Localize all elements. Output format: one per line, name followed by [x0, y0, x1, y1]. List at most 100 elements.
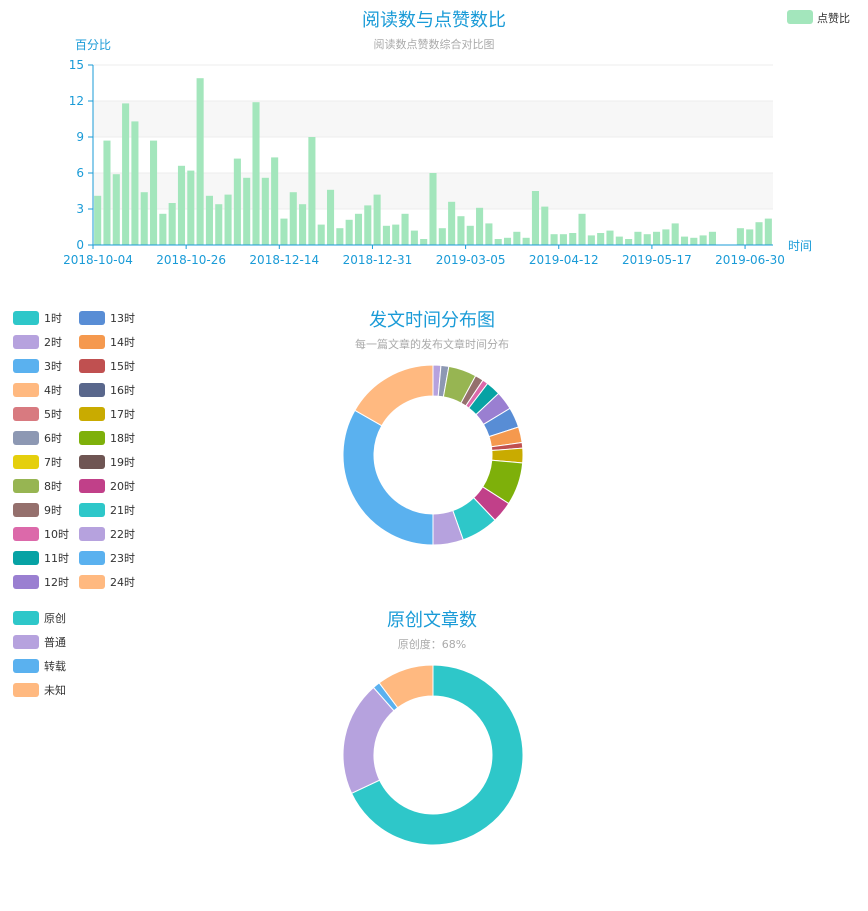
original-chart-title: 原创文章数: [387, 610, 477, 631]
bar[interactable]: [736, 228, 744, 245]
bar[interactable]: [205, 195, 213, 245]
bar[interactable]: [326, 189, 335, 245]
bar[interactable]: [680, 236, 689, 245]
x-tick-label: 2018-12-31: [343, 253, 413, 267]
bar[interactable]: [708, 231, 716, 245]
bar[interactable]: [243, 177, 251, 245]
legend-label: 9时: [44, 504, 62, 517]
legend-swatch: [79, 551, 105, 565]
bar[interactable]: [643, 234, 651, 245]
hour-slice[interactable]: [342, 409, 434, 546]
bar[interactable]: [392, 224, 400, 245]
bar[interactable]: [690, 237, 698, 245]
bar[interactable]: [550, 234, 558, 245]
legend-label: 6时: [44, 432, 62, 445]
hour-legend[interactable]: 1时 2时 3时 4时 5时 6时 7时 8时 9时 10时 11时 12时 13时 14时 15时 16时 1…: [13, 311, 135, 589]
legend-swatch: [79, 575, 105, 589]
hour-slice[interactable]: [354, 364, 434, 427]
original-chart-subtitle: 原创度：68%: [398, 637, 466, 651]
legend-swatch: [13, 479, 39, 493]
bar[interactable]: [103, 140, 111, 245]
bar[interactable]: [150, 140, 158, 245]
legend-label: 15时: [110, 360, 135, 373]
bar[interactable]: [261, 177, 269, 245]
bar[interactable]: [615, 236, 623, 245]
bar[interactable]: [94, 195, 102, 245]
legend-label: 18时: [110, 432, 135, 445]
bar[interactable]: [420, 239, 428, 245]
original-slice[interactable]: [342, 686, 395, 794]
bar[interactable]: [224, 194, 232, 245]
bar[interactable]: [122, 103, 130, 246]
bar[interactable]: [289, 192, 297, 245]
original-slice[interactable]: [378, 664, 434, 709]
bar[interactable]: [308, 137, 316, 245]
bar[interactable]: [252, 102, 260, 245]
bar[interactable]: [364, 205, 372, 245]
legend-swatch: [13, 575, 39, 589]
bar[interactable]: [410, 230, 418, 245]
bar[interactable]: [476, 207, 484, 245]
bar[interactable]: [671, 223, 679, 245]
bar[interactable]: [131, 121, 139, 245]
original-slice[interactable]: [350, 664, 524, 846]
bar[interactable]: [503, 237, 512, 245]
bar[interactable]: [466, 225, 474, 245]
bar[interactable]: [112, 174, 120, 245]
bar[interactable]: [271, 157, 279, 245]
bar[interactable]: [401, 213, 409, 245]
bar[interactable]: [299, 204, 307, 245]
bar[interactable]: [522, 237, 530, 245]
bar[interactable]: [653, 231, 661, 245]
bar[interactable]: [317, 224, 325, 245]
bar-y-axis: 0 3 6 9 12 15: [69, 58, 94, 252]
bar[interactable]: [457, 216, 465, 245]
bar[interactable]: [606, 230, 614, 245]
bar[interactable]: [429, 173, 437, 245]
bar[interactable]: [187, 170, 195, 245]
bar[interactable]: [764, 218, 772, 245]
bar[interactable]: [494, 239, 502, 245]
y-tick-label: 9: [76, 130, 84, 144]
bar[interactable]: [513, 231, 521, 245]
bar[interactable]: [634, 231, 642, 245]
bar[interactable]: [531, 191, 540, 245]
legend-swatch: [13, 551, 39, 565]
bar[interactable]: [140, 192, 148, 245]
bar[interactable]: [233, 158, 241, 245]
y-tick-label: 15: [69, 58, 84, 72]
bar[interactable]: [597, 233, 605, 245]
bar[interactable]: [215, 204, 223, 245]
bar[interactable]: [373, 194, 381, 245]
legend-label: 13时: [110, 312, 135, 325]
bar[interactable]: [168, 203, 176, 245]
bar[interactable]: [662, 229, 670, 245]
x-tick-label: 2018-10-04: [63, 253, 133, 267]
bar[interactable]: [578, 213, 586, 245]
bar[interactable]: [746, 229, 754, 245]
bar[interactable]: [699, 235, 707, 245]
bar[interactable]: [625, 239, 633, 245]
bar[interactable]: [438, 228, 446, 245]
bar[interactable]: [354, 213, 363, 245]
bar[interactable]: [196, 78, 204, 245]
bar[interactable]: [336, 228, 344, 245]
legend-label: 7时: [44, 456, 62, 469]
legend-swatch: [79, 407, 105, 421]
bar[interactable]: [485, 223, 493, 245]
bar[interactable]: [559, 234, 567, 245]
bar[interactable]: [159, 213, 167, 245]
bar[interactable]: [280, 218, 288, 245]
bar[interactable]: [382, 225, 390, 245]
legend-label: 16时: [110, 384, 135, 397]
bar[interactable]: [345, 219, 353, 245]
bar[interactable]: [541, 206, 549, 245]
bar[interactable]: [587, 235, 595, 245]
bar[interactable]: [569, 233, 577, 245]
bar[interactable]: [177, 165, 186, 245]
bar[interactable]: [448, 201, 456, 245]
bar[interactable]: [755, 222, 763, 245]
legend-swatch: [13, 455, 39, 469]
bar-chart-legend[interactable]: 点赞比: [787, 10, 850, 25]
